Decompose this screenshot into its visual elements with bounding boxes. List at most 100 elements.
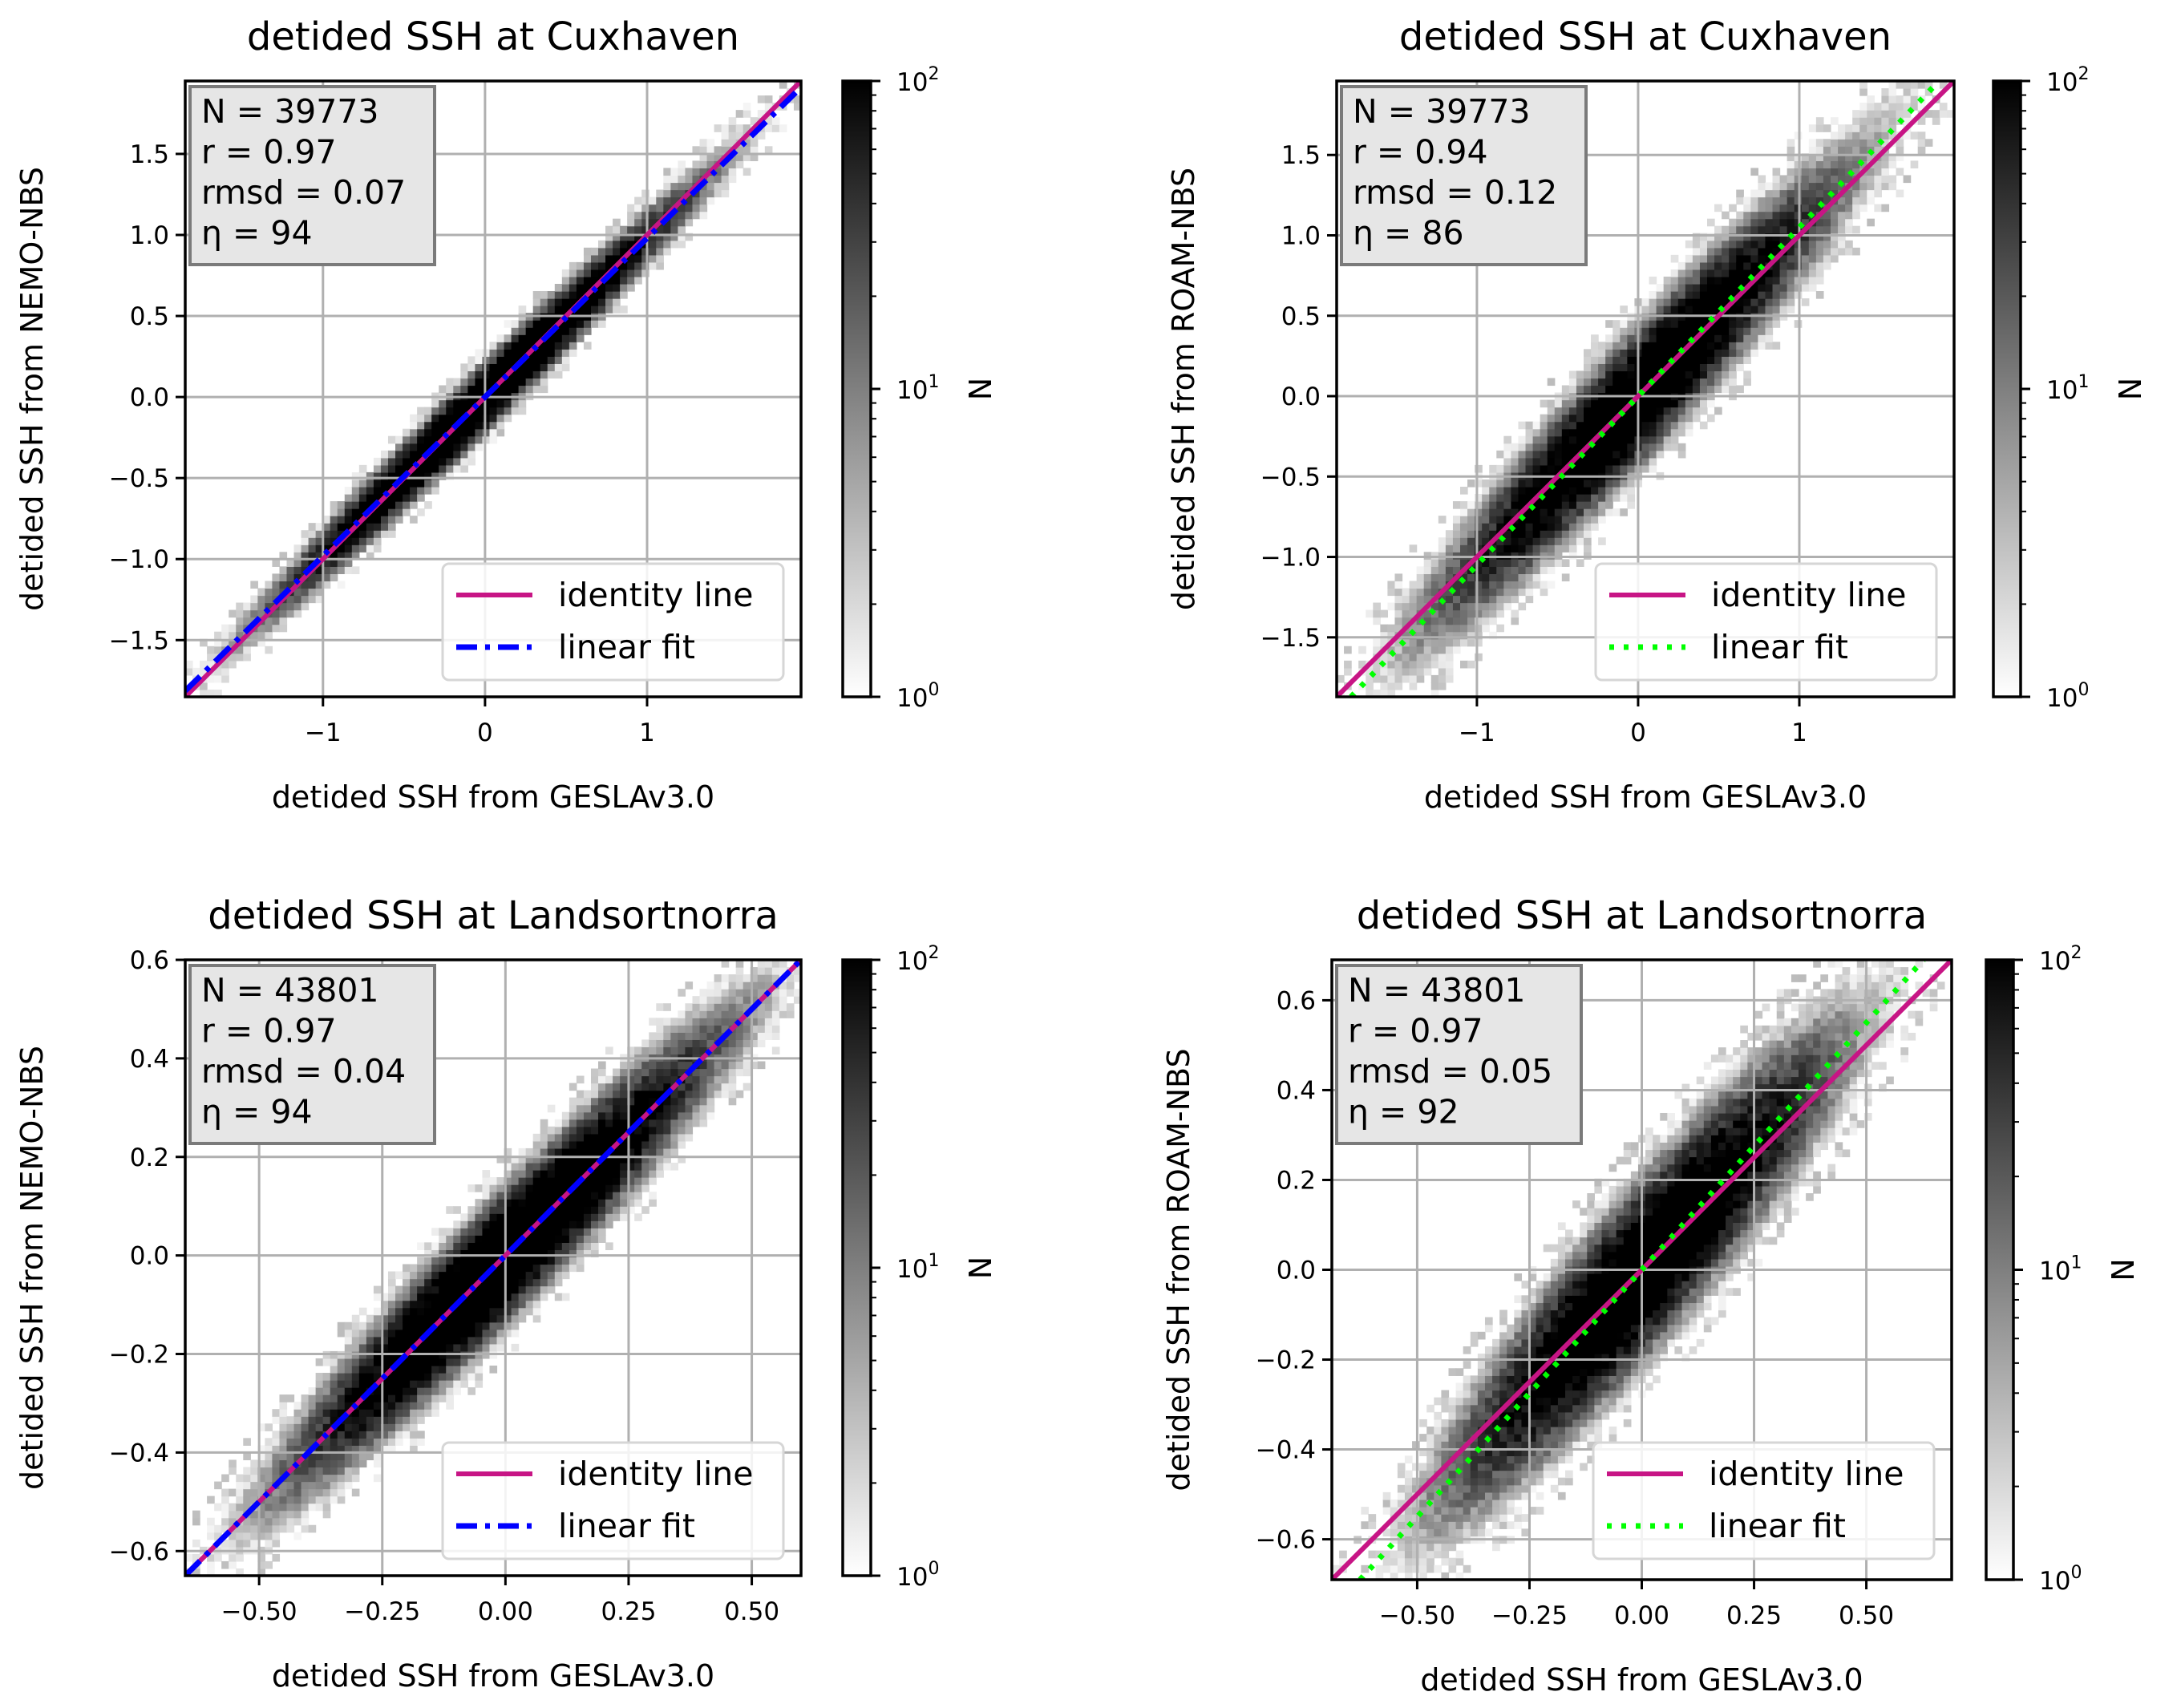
hist-cell: [532, 1213, 541, 1221]
hist-cell: [1344, 646, 1352, 654]
hist-cell: [351, 1452, 360, 1461]
hist-cell: [590, 1083, 599, 1091]
hist-cell: [1685, 407, 1693, 415]
hist-cell: [1514, 1346, 1523, 1354]
hist-cell: [1438, 544, 1447, 552]
hist-cell: [620, 1126, 628, 1135]
hist-cell: [475, 1300, 484, 1309]
hist-cell: [1838, 233, 1846, 241]
hist-cell: [1808, 269, 1817, 277]
hist-cell: [1670, 276, 1679, 285]
hist-cell: [1525, 516, 1534, 524]
hist-cell: [1404, 1557, 1413, 1566]
hist-cell: [532, 320, 541, 328]
hist-cell: [1475, 602, 1483, 611]
hist-cell: [569, 1192, 577, 1200]
hist-cell: [1722, 211, 1730, 220]
hist-cell: [663, 1032, 671, 1040]
hist-cell: [1845, 132, 1853, 140]
hist-cell: [1521, 1368, 1530, 1376]
hist-cell: [1528, 1338, 1537, 1347]
hist-cell: [460, 1242, 468, 1251]
hist-cell: [1612, 421, 1621, 430]
hist-cell: [1714, 240, 1722, 249]
hist-cell: [569, 342, 577, 350]
hist-cell: [1641, 407, 1650, 415]
legend-label-fit: linear fit: [558, 628, 695, 666]
hist-cell: [656, 1140, 664, 1149]
hist-cell: [1576, 370, 1584, 379]
hist-cell: [1499, 1514, 1507, 1522]
hist-cell: [1511, 573, 1519, 582]
hist-cell: [1888, 153, 1897, 161]
hist-cell: [750, 1025, 759, 1033]
hist-cell: [1591, 508, 1599, 516]
hist-cell: [1507, 1411, 1515, 1420]
hist-cell: [366, 537, 374, 545]
hist-cell: [358, 1373, 367, 1381]
hist-cell: [1477, 1507, 1486, 1515]
hist-cell: [439, 1336, 447, 1345]
hist-cell: [1823, 168, 1831, 176]
hist-cell: [1430, 559, 1439, 567]
hist-cell: [1867, 168, 1875, 176]
hist-cell: [1445, 660, 1454, 669]
hist-cell: [1554, 559, 1563, 567]
hist-cell: [706, 146, 715, 154]
hist-cell: [1722, 247, 1730, 256]
hist-cell: [431, 464, 439, 473]
hist-cell: [1852, 117, 1860, 125]
hist-cell: [1896, 189, 1904, 198]
hist-cell: [613, 1075, 621, 1084]
colorbar-tick-label: 101: [896, 1251, 939, 1284]
hist-cell: [1859, 189, 1867, 198]
hist-cell: [1852, 124, 1860, 132]
hist-cell: [627, 1133, 635, 1142]
hist-cell: [554, 1184, 563, 1192]
hist-cell: [1620, 464, 1628, 473]
hist-cell: [453, 1321, 461, 1330]
hist-cell: [1874, 168, 1883, 176]
hist-cell: [453, 1314, 461, 1323]
hist-cell: [721, 1068, 730, 1077]
hist-cell: [1532, 573, 1541, 582]
hist-cell: [1699, 306, 1708, 314]
hist-cell: [1426, 1455, 1434, 1464]
hist-cell: [1507, 1434, 1515, 1442]
hist-cell: [569, 1228, 577, 1236]
hist-cell: [1438, 660, 1447, 669]
hist-cell: [1484, 1390, 1493, 1398]
hist-cell: [1722, 240, 1730, 249]
hist-cell: [315, 1394, 324, 1402]
hist-cell: [554, 1213, 563, 1221]
hist-cell: [1568, 537, 1577, 545]
hist-cell: [207, 1517, 215, 1526]
hist-cell: [221, 1496, 229, 1504]
hist-cell: [1605, 378, 1613, 387]
hist-cell: [243, 1474, 251, 1483]
hist-cell: [380, 1423, 389, 1431]
hist-cell: [1677, 306, 1686, 314]
hist-cell: [265, 1445, 273, 1453]
hist-cell: [598, 1213, 606, 1221]
hist-cell: [1714, 233, 1722, 241]
hist-cell: [721, 1090, 730, 1099]
hist-cell: [699, 1104, 708, 1113]
hist-cell: [656, 1126, 664, 1135]
hist-cell: [1452, 530, 1461, 538]
colorbar-tick-label: 100: [896, 680, 939, 713]
hist-cell: [554, 1155, 563, 1164]
stats-text: η = 86: [1353, 214, 1464, 253]
hist-cell: [446, 464, 454, 473]
hist-cell: [496, 1329, 505, 1338]
y-tick-label: −0.5: [109, 464, 169, 493]
hist-cell: [620, 233, 628, 241]
hist-cell: [525, 1147, 534, 1156]
hist-cell: [714, 1010, 722, 1018]
hist-cell: [1845, 160, 1853, 169]
hist-cell: [1598, 414, 1606, 423]
hist-cell: [1845, 247, 1853, 256]
hist-cell: [250, 638, 258, 647]
hist-cell: [576, 1192, 585, 1200]
hist-cell: [656, 1104, 664, 1113]
